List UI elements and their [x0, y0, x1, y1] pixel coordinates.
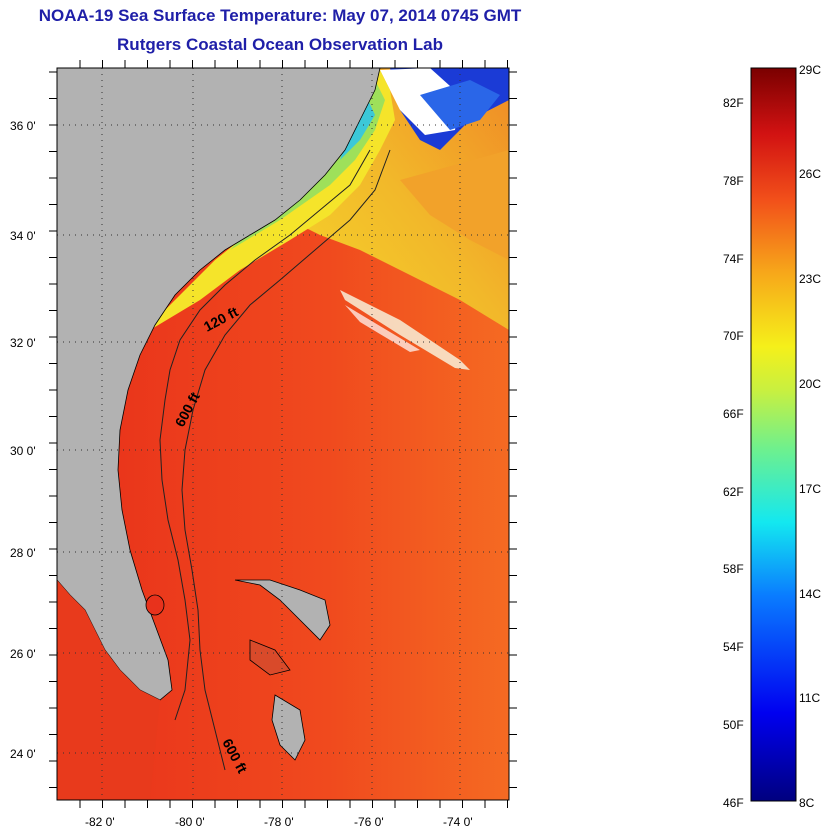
colorbar-f-label: 46F — [723, 796, 744, 810]
bahamas-island — [234, 579, 331, 641]
colorbar-c-label: 17C — [799, 482, 821, 496]
lat-label: 34 0' — [10, 229, 36, 243]
lon-label: -74 0' — [443, 815, 473, 829]
colorbar-scale — [750, 67, 797, 802]
graticule — [57, 68, 509, 800]
colorbar-f-label: 74F — [723, 252, 744, 266]
colorbar-c-label: 11C — [799, 691, 820, 705]
colorbar-f-label: 66F — [723, 407, 744, 421]
colorbar-f-label: 58F — [723, 562, 744, 576]
colorbar-c-label: 20C — [799, 377, 821, 391]
colorbar-f-label: 62F — [723, 485, 744, 499]
land-mass — [57, 68, 381, 701]
map-title: NOAA-19 Sea Surface Temperature: May 07,… — [38, 6, 522, 25]
colorbar-c-label: 23C — [799, 272, 821, 286]
contour-600ft — [181, 149, 391, 771]
lon-label: -82 0' — [85, 815, 115, 829]
colorbar-f-label: 70F — [723, 329, 744, 343]
colorbar-f-label: 82F — [723, 96, 744, 110]
lat-label: 32 0' — [10, 336, 36, 350]
bahamas-island — [271, 694, 306, 761]
lon-label: -78 0' — [264, 815, 294, 829]
colorbar-f-label: 78F — [723, 174, 744, 188]
lat-label: 24 0' — [10, 747, 36, 761]
lat-label: 30 0' — [10, 444, 36, 458]
axis-ticks — [49, 60, 517, 808]
colorbar-f-label: 54F — [723, 640, 744, 654]
colorbar: 82F 78F 74F 70F 66F 62F 58F 54F 50F 46F … — [723, 63, 821, 810]
sst-map: 120 ft 600 ft 600 ft 36 0' 34 0' 32 0' 3… — [10, 60, 517, 829]
lat-label: 28 0' — [10, 546, 36, 560]
lon-label: -76 0' — [354, 815, 384, 829]
colorbar-c-label: 8C — [799, 796, 815, 810]
contour-120ft — [159, 149, 371, 721]
lon-label: -80 0' — [175, 815, 205, 829]
colorbar-c-label: 26C — [799, 167, 821, 181]
map-area — [57, 68, 509, 800]
colorbar-f-label: 50F — [723, 718, 744, 732]
colorbar-c-label: 14C — [799, 587, 821, 601]
cloud-streak — [340, 290, 470, 370]
lake-okeechobee — [145, 594, 165, 616]
map-subtitle: Rutgers Coastal Ocean Observation Lab — [117, 35, 443, 54]
lat-label: 26 0' — [10, 647, 36, 661]
colorbar-c-label: 29C — [799, 63, 821, 77]
lat-label: 36 0' — [10, 119, 36, 133]
